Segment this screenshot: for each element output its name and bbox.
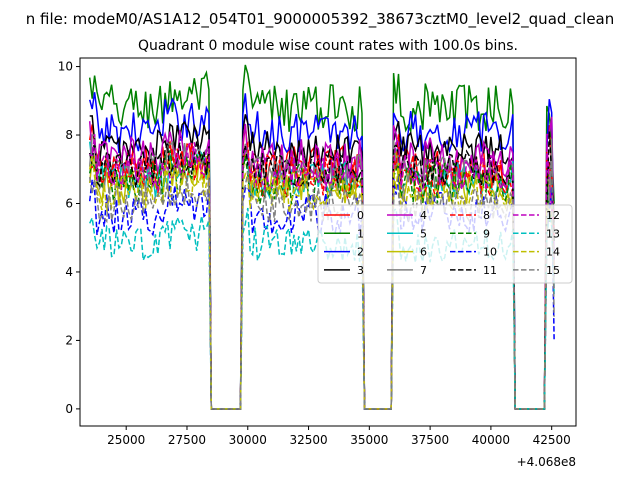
series-line-9 [88, 149, 555, 410]
legend-frame [317, 204, 573, 284]
y-tick-label: 4 [65, 265, 73, 279]
x-tick-label: 35000 [350, 433, 388, 447]
series-line-12 [89, 134, 555, 410]
y-tick-label: 0 [65, 402, 73, 416]
legend-label: 3 [357, 264, 364, 277]
suptitle: n file: modeM0/AS1A12_054T01_9000005392_… [26, 10, 615, 29]
plot-lines [88, 64, 555, 410]
legend-label: 15 [546, 264, 560, 277]
y-tick-label: 8 [65, 128, 73, 142]
chart-title: Quadrant 0 module wise count rates with … [138, 38, 518, 54]
y-axis-ticks: 0 2 4 6 8 10 [58, 60, 80, 416]
legend-label: 10 [483, 246, 497, 259]
x-tick-label: 30000 [229, 433, 267, 447]
series-line-2 [88, 92, 555, 410]
x-tick-label: 32500 [289, 433, 327, 447]
legend-label: 5 [420, 227, 427, 240]
legend-label: 8 [483, 209, 490, 222]
series-line-6 [88, 149, 555, 410]
x-tick-label: 27500 [168, 433, 206, 447]
x-tick-label: 40000 [472, 433, 510, 447]
x-tick-label: 37500 [411, 433, 449, 447]
axes-frame [79, 57, 577, 427]
legend-label: 0 [357, 209, 364, 222]
series-line-14 [88, 156, 555, 410]
x-tick-label: 25000 [107, 433, 145, 447]
y-tick-label: 10 [58, 60, 73, 74]
legend-label: 2 [357, 246, 364, 259]
legend-label: 11 [483, 264, 497, 277]
legend-label: 7 [420, 264, 427, 277]
y-tick-label: 6 [65, 196, 73, 210]
x-offset-label: +4.068e8 [517, 455, 576, 469]
y-tick-label: 2 [65, 333, 73, 347]
legend-label: 6 [420, 246, 427, 259]
x-axis-ticks: 25000 27500 30000 32500 35000 37500 40000 42500 [107, 426, 571, 447]
legend-label: 14 [546, 246, 560, 259]
legend-label: 1 [357, 227, 364, 240]
legend-label: 13 [546, 227, 560, 240]
legend-label: 9 [483, 227, 490, 240]
legend-label: 4 [420, 209, 427, 222]
x-tick-label: 42500 [533, 433, 571, 447]
legend-label: 12 [546, 209, 560, 222]
